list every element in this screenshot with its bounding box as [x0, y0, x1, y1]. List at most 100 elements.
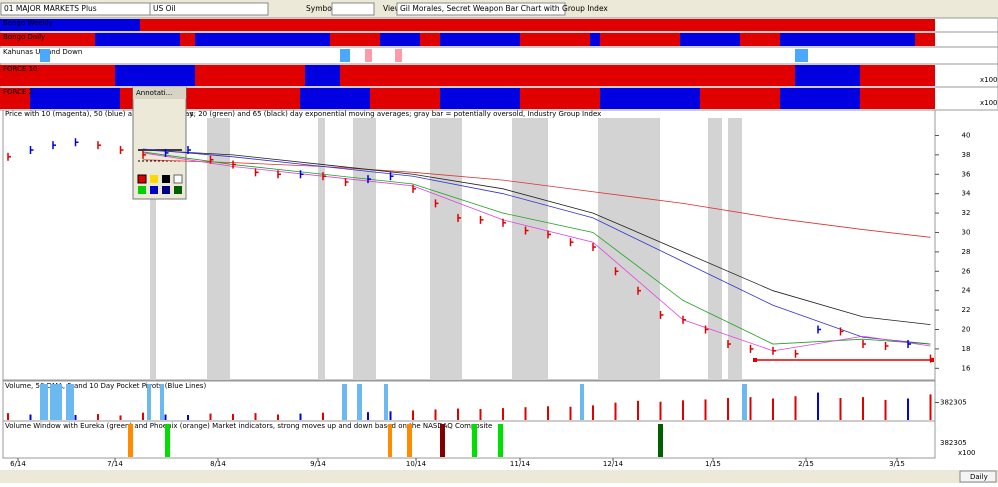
market-indicator [472, 424, 477, 457]
color-swatch[interactable] [173, 174, 183, 184]
x-tick-label: 11/14 [510, 460, 531, 468]
volume-bar [659, 401, 662, 420]
strip-segment [0, 88, 30, 109]
volume-bar [97, 414, 99, 420]
pocket-pivot [384, 384, 388, 420]
strip-segment [740, 33, 780, 46]
strip-segment [300, 33, 330, 46]
window-panel [2, 420, 936, 459]
market-indicator [498, 424, 503, 457]
volume-bar [862, 397, 864, 420]
volume-bar [704, 399, 707, 420]
strip-segment [30, 88, 120, 109]
palette-title: Annotati... [136, 89, 172, 97]
color-swatch[interactable] [162, 186, 170, 194]
volume-bar [434, 409, 437, 420]
view-name: Gil Morales, Secret Weapon Bar Chart wit… [400, 4, 608, 13]
x-tick-label: 9/14 [310, 460, 326, 468]
annotation-handle[interactable] [753, 358, 757, 362]
y-tick-label: 34 [962, 190, 971, 198]
color-swatch[interactable] [150, 186, 158, 194]
volume-bar [569, 406, 572, 420]
strip-segment [860, 65, 905, 86]
window-label: Volume Window with Eureka (green) and Ph… [5, 422, 492, 430]
color-swatch[interactable] [137, 174, 147, 184]
volume-bar [322, 412, 324, 420]
volume-label: Volume, 50 DMA, 5 and 10 Day Pocket Pivo… [5, 382, 206, 390]
kahuna-mark [795, 49, 808, 62]
x-tick-label: 12/14 [603, 460, 624, 468]
volume-bar [367, 412, 369, 420]
strip-segment [340, 65, 595, 86]
volume-bar [29, 414, 32, 420]
strip-label: FORCE 10 [3, 65, 38, 73]
symbol-dropdown[interactable] [149, 2, 269, 16]
market-indicator [165, 424, 170, 457]
strip-segment [440, 88, 520, 109]
y-tick-label: 38 [962, 151, 971, 159]
annotation-palette: Annotati... [132, 86, 187, 200]
window-unit: x100 [958, 449, 976, 457]
symbol-label: Symbol: [306, 4, 336, 13]
oversold-bar [708, 118, 722, 380]
volume-bar [637, 400, 639, 420]
y-tick-label: 40 [962, 131, 971, 139]
strip-segment [0, 65, 115, 86]
kahuna-mark [395, 49, 402, 62]
volume-bar [74, 414, 77, 420]
color-swatch[interactable] [162, 175, 170, 183]
strip-segment [0, 48, 935, 63]
volume-bar [884, 399, 887, 420]
volume-bar [389, 411, 392, 420]
strip-segment [330, 33, 380, 46]
market-indicator [440, 424, 445, 457]
strip-segment [0, 19, 140, 31]
color-swatch[interactable] [138, 186, 146, 194]
y-tick-label: 24 [962, 287, 971, 295]
y-tick-label: 26 [962, 267, 971, 275]
oversold-bar [430, 118, 462, 380]
strip-segment [520, 33, 590, 46]
strip-segment [140, 19, 935, 31]
oversold-bar [728, 118, 742, 380]
status-bar [0, 470, 998, 483]
volume-bar [479, 409, 482, 420]
y-tick-label: 20 [962, 325, 971, 333]
volume-panel [2, 380, 936, 422]
volume-bar [502, 408, 504, 420]
strip-segment [180, 33, 195, 46]
list-name: 01 MAJOR MARKETS Plus [4, 4, 97, 13]
x-tick-label: 2/15 [798, 460, 814, 468]
volume-bar [907, 398, 909, 420]
x-tick-label: 6/14 [10, 460, 26, 468]
color-swatch[interactable] [150, 175, 158, 183]
oversold-bars [150, 118, 742, 380]
strip-segment [0, 33, 95, 46]
volume-bar [187, 414, 189, 420]
market-indicator [388, 424, 392, 457]
pocket-pivot [742, 384, 747, 420]
pocket-pivot [66, 384, 74, 420]
market-indicator [407, 424, 412, 457]
volume-bar [277, 414, 279, 420]
x-tick-label: 7/14 [107, 460, 123, 468]
y-tick-label: 382305 [940, 399, 967, 407]
symbol-input[interactable] [331, 2, 375, 16]
volume-bar [727, 398, 729, 420]
volume-bar [142, 412, 144, 420]
strip-label: Bongo Daily [3, 33, 45, 41]
market-indicator [658, 424, 663, 457]
period-button[interactable] [959, 470, 997, 483]
annotation-handle[interactable] [930, 358, 934, 362]
y-tick-label: 28 [962, 248, 971, 256]
volume-bar [682, 400, 684, 420]
strip-unit: x100 [980, 99, 998, 107]
strip-segment [915, 33, 935, 46]
y-tick-label: 32 [962, 209, 971, 217]
moving-average [142, 149, 931, 326]
view-dropdown[interactable] [396, 2, 566, 16]
color-swatch[interactable] [174, 186, 182, 194]
volume-bar [412, 410, 414, 420]
strip-segment [680, 33, 740, 46]
